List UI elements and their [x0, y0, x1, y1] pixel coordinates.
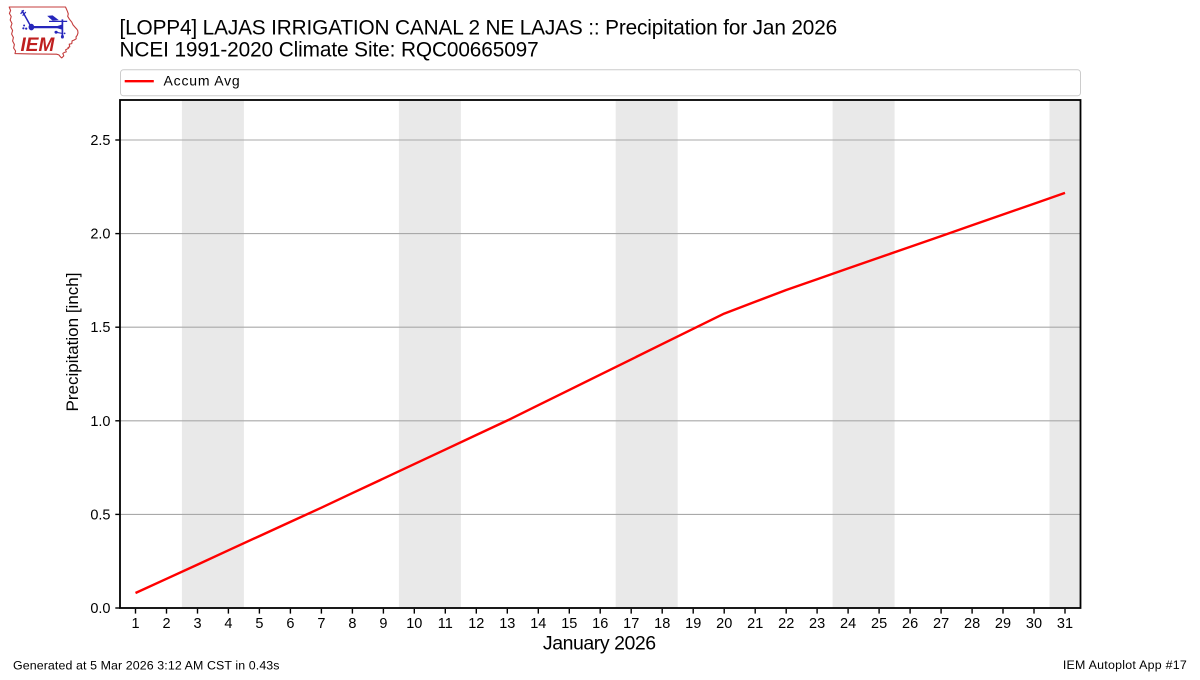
svg-text:26: 26 — [902, 616, 918, 632]
svg-text:21: 21 — [747, 616, 763, 632]
svg-text:22: 22 — [778, 616, 794, 632]
svg-text:30: 30 — [1026, 616, 1042, 632]
svg-text:January 2026: January 2026 — [543, 633, 656, 655]
svg-text:7: 7 — [317, 616, 325, 632]
svg-text:Generated at 5 Mar 2026 3:12 A: Generated at 5 Mar 2026 3:12 AM CST in 0… — [13, 659, 280, 673]
svg-text:1.0: 1.0 — [90, 414, 110, 430]
svg-text:23: 23 — [809, 616, 825, 632]
svg-text:3: 3 — [193, 616, 201, 632]
svg-text:29: 29 — [995, 616, 1011, 632]
svg-text:19: 19 — [685, 616, 701, 632]
svg-text:13: 13 — [499, 616, 515, 632]
svg-text:Accum Avg: Accum Avg — [164, 73, 241, 89]
svg-text:0.0: 0.0 — [90, 601, 110, 617]
svg-text:10: 10 — [406, 616, 422, 632]
svg-text:28: 28 — [964, 616, 980, 632]
svg-text:25: 25 — [871, 616, 887, 632]
svg-text:2.5: 2.5 — [90, 133, 110, 149]
svg-text:1.5: 1.5 — [90, 320, 110, 336]
svg-text:IEM: IEM — [21, 35, 56, 56]
svg-text:NCEI 1991-2020 Climate Site: R: NCEI 1991-2020 Climate Site: RQC00665097 — [120, 39, 539, 62]
svg-text:24: 24 — [840, 616, 856, 632]
svg-text:2.0: 2.0 — [90, 227, 110, 243]
svg-text:17: 17 — [623, 616, 639, 632]
svg-text:Precipitation [inch]: Precipitation [inch] — [63, 273, 82, 412]
svg-text:1: 1 — [131, 616, 139, 632]
svg-text:5: 5 — [255, 616, 263, 632]
svg-text:16: 16 — [592, 616, 608, 632]
svg-text:14: 14 — [530, 616, 546, 632]
svg-text:9: 9 — [379, 616, 387, 632]
svg-text:[LOPP4] LAJAS IRRIGATION CANAL: [LOPP4] LAJAS IRRIGATION CANAL 2 NE LAJA… — [120, 16, 838, 39]
svg-text:IEM Autoplot App #17: IEM Autoplot App #17 — [1063, 658, 1187, 672]
svg-text:15: 15 — [561, 616, 577, 632]
svg-text:8: 8 — [348, 616, 356, 632]
svg-text:20: 20 — [716, 616, 732, 632]
svg-text:27: 27 — [933, 616, 949, 632]
svg-text:11: 11 — [438, 616, 453, 632]
svg-text:2: 2 — [162, 616, 170, 632]
svg-text:31: 31 — [1057, 616, 1073, 632]
svg-text:18: 18 — [654, 616, 670, 632]
svg-text:4: 4 — [224, 616, 232, 632]
svg-text:6: 6 — [286, 616, 294, 632]
svg-text:0.5: 0.5 — [90, 507, 110, 523]
svg-text:12: 12 — [468, 616, 484, 632]
